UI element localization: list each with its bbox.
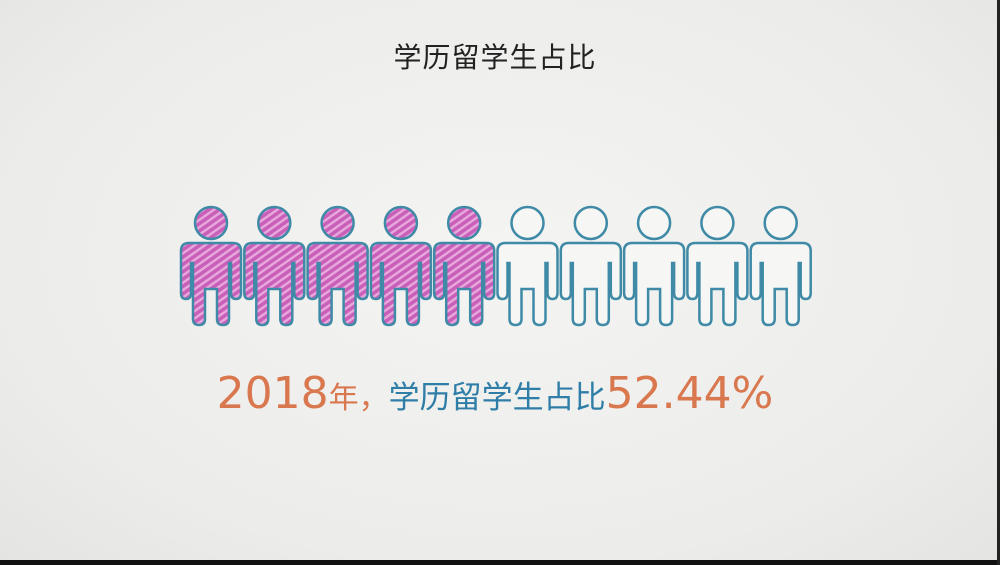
caption-label: 学历留学生占比 <box>388 380 606 416</box>
bottom-border <box>0 560 1000 565</box>
person-icon-filled <box>243 205 306 327</box>
caption-value: 52.44% <box>605 368 774 419</box>
person-icon-empty <box>622 205 686 327</box>
caption-year-unit: 年， <box>328 381 389 416</box>
caption-year: 2018 <box>216 368 329 419</box>
person-icon-empty <box>749 205 812 327</box>
person-icon-empty <box>496 205 559 327</box>
person-icon-empty <box>686 205 749 327</box>
person-icon-filled <box>306 205 369 327</box>
right-border <box>997 0 1000 565</box>
person-icon-filled <box>432 205 496 327</box>
person-icon-filled <box>179 205 243 327</box>
person-icon-empty <box>559 205 623 327</box>
person-icon-filled <box>369 205 433 327</box>
caption: 2018年，学历留学生占比52.44% <box>0 368 990 419</box>
pictogram-chart <box>179 205 812 327</box>
chart-title: 学历留学生占比 <box>393 41 597 74</box>
